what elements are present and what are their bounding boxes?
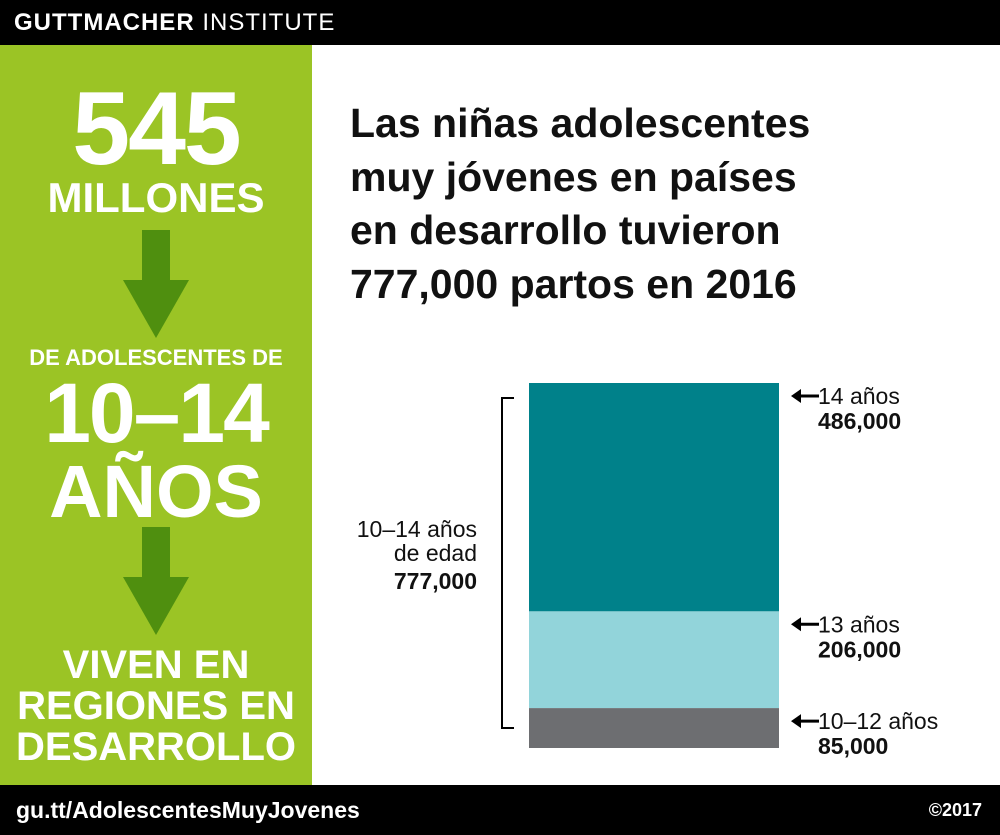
headline-line: en desarrollo tuvieron	[350, 207, 781, 254]
sidebar-panel: 545 MILLONES DE ADOLESCENTES DE 10–14 AÑ…	[0, 45, 312, 785]
headline-line: Las niñas adolescentes	[350, 100, 811, 146]
pointer-arrow-icon	[791, 389, 801, 403]
age-range: 10–14	[44, 366, 270, 460]
adolescents-label: DE ADOLESCENTES DE	[29, 345, 283, 370]
headline: Las niñas adolescentes muy jóvenes en pa…	[350, 97, 970, 312]
segment-value-label: 206,000	[818, 636, 901, 662]
pointer-arrow-icon	[791, 617, 801, 632]
segment-name-label: 14 años	[818, 383, 900, 409]
down-arrow-icon	[123, 527, 189, 635]
pointer-arrow-icon	[791, 714, 801, 729]
regions-line: REGIONES EN	[17, 684, 295, 729]
total-label-line: de edad	[394, 540, 477, 566]
down-arrow-icon	[123, 230, 189, 338]
regions-line: DESARROLLO	[16, 725, 296, 770]
bar-segment-3	[529, 383, 779, 612]
big-number: 545	[72, 71, 242, 187]
footer-url[interactable]: gu.tt/AdolescentesMuyJovenes	[16, 797, 360, 823]
bottom-bar: gu.tt/AdolescentesMuyJovenes ©2017	[0, 785, 1000, 835]
segment-name-label: 13 años	[818, 611, 900, 637]
total-value-label: 777,000	[394, 568, 477, 594]
years-label: AÑOS	[49, 450, 263, 533]
headline-line: muy jóvenes en países	[350, 153, 797, 200]
total-bracket	[501, 397, 514, 729]
segment-value-label: 486,000	[818, 408, 901, 434]
brand-bold: GUTTMACHER	[14, 9, 195, 36]
bar-segment-1	[529, 708, 779, 748]
brand-logo: GUTTMACHER INSTITUTE	[14, 9, 335, 37]
total-label-line: 10–14 años	[357, 516, 477, 542]
headline-line: 777,000 partos en 2016	[350, 261, 797, 308]
main-panel: Las niñas adolescentes muy jóvenes en pa…	[312, 45, 1000, 785]
segment-name-label: 10–12 años	[818, 708, 938, 734]
bar-segment-2	[529, 611, 779, 709]
regions-line: VIVEN EN	[62, 643, 250, 687]
millions-label: MILLONES	[47, 174, 265, 221]
brand-regular: INSTITUTE	[202, 9, 336, 36]
top-bar: GUTTMACHER INSTITUTE	[0, 0, 1000, 45]
copyright: ©2017	[928, 800, 982, 820]
regions-text: VIVEN EN REGIONES EN DESARROLLO	[0, 643, 312, 770]
segment-value-label: 85,000	[818, 733, 888, 759]
